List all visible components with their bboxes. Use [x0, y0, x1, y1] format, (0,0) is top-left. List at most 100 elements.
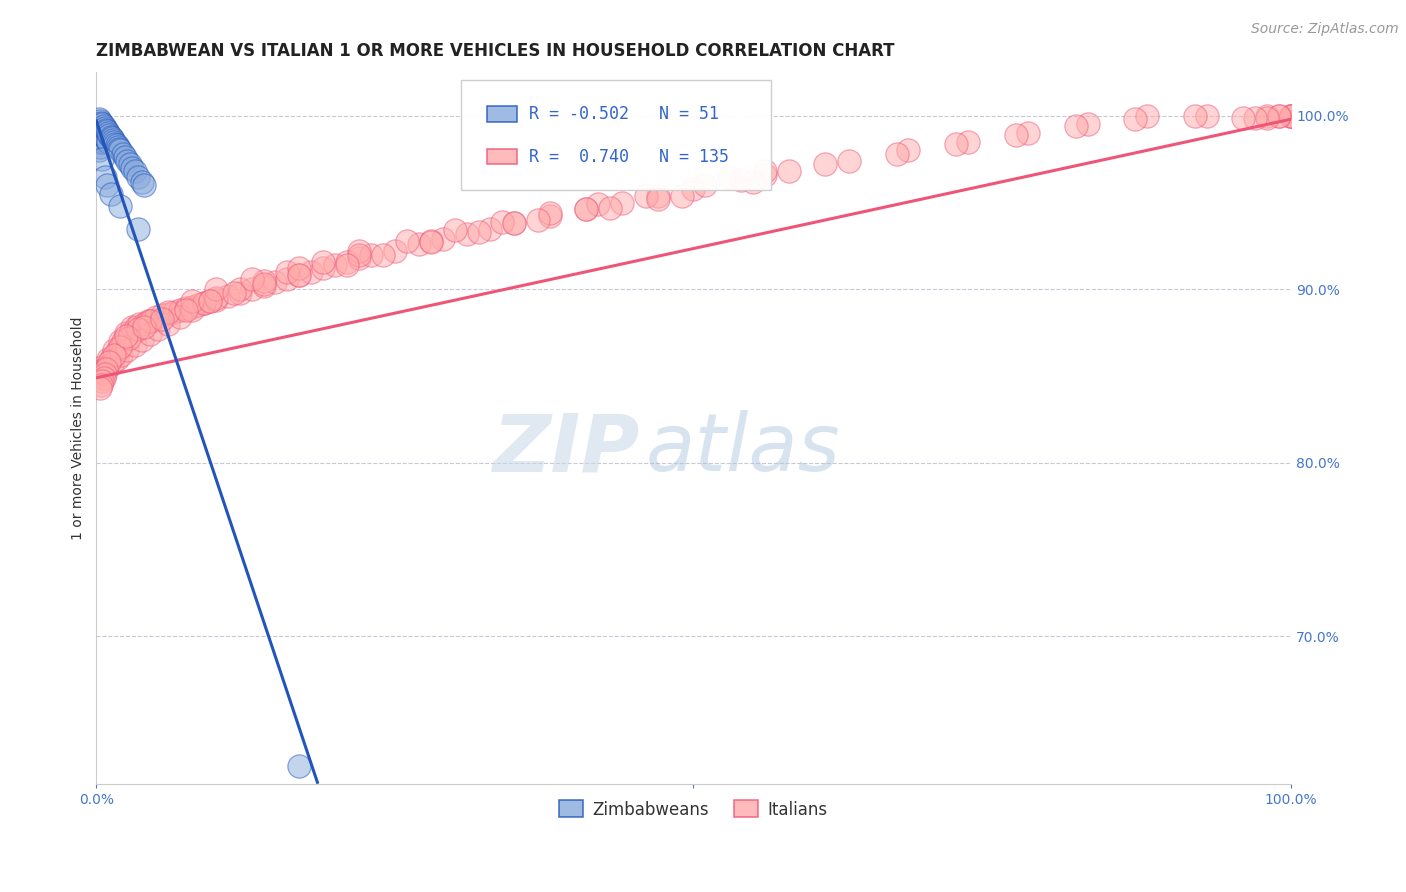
Point — [121, 320, 143, 334]
Point — [108, 142, 131, 156]
Point — [180, 303, 202, 318]
Point — [1005, 128, 1028, 142]
Point — [312, 261, 335, 276]
Point — [125, 320, 148, 334]
Point — [89, 122, 111, 136]
Point — [1267, 109, 1289, 123]
Point — [408, 237, 430, 252]
Point — [89, 114, 111, 128]
Point — [94, 360, 117, 375]
Point — [127, 221, 149, 235]
Point — [193, 296, 215, 310]
Point — [360, 247, 382, 261]
Point — [117, 343, 139, 357]
Point — [252, 274, 274, 288]
Point — [98, 355, 121, 369]
Point — [115, 326, 138, 340]
Point — [538, 210, 561, 224]
Point — [671, 188, 693, 202]
Point — [1136, 109, 1159, 123]
Point — [90, 377, 112, 392]
Point — [1077, 118, 1099, 132]
Point — [163, 305, 186, 319]
Point — [115, 329, 138, 343]
Point — [134, 320, 156, 334]
FancyBboxPatch shape — [486, 149, 517, 164]
Point — [1232, 111, 1254, 125]
Point — [491, 214, 513, 228]
Point — [1279, 109, 1302, 123]
Point — [100, 186, 122, 201]
Point — [957, 135, 980, 149]
Point — [347, 247, 370, 261]
Point — [228, 285, 250, 300]
Point — [336, 258, 359, 272]
Point — [148, 322, 170, 336]
Point — [180, 300, 202, 314]
Point — [96, 133, 118, 147]
Point — [886, 147, 908, 161]
Point — [395, 234, 418, 248]
Point — [467, 225, 489, 239]
Point — [503, 216, 526, 230]
Point — [94, 122, 117, 136]
Point — [110, 348, 132, 362]
Point — [97, 135, 120, 149]
Point — [204, 291, 226, 305]
Point — [87, 144, 110, 158]
Point — [1243, 111, 1265, 125]
Point — [240, 272, 263, 286]
Point — [127, 322, 149, 336]
Point — [323, 258, 346, 272]
Point — [145, 310, 167, 324]
Text: ZIMBABWEAN VS ITALIAN 1 OR MORE VEHICLES IN HOUSEHOLD CORRELATION CHART: ZIMBABWEAN VS ITALIAN 1 OR MORE VEHICLES… — [97, 42, 894, 60]
Point — [90, 124, 112, 138]
Point — [252, 278, 274, 293]
Point — [634, 188, 657, 202]
Point — [174, 301, 197, 316]
Point — [1195, 109, 1218, 123]
Point — [94, 131, 117, 145]
Point — [647, 188, 669, 202]
Point — [156, 307, 179, 321]
Point — [730, 173, 752, 187]
Point — [150, 308, 173, 322]
Point — [100, 129, 122, 144]
Point — [107, 140, 129, 154]
Point — [682, 182, 704, 196]
Point — [198, 294, 221, 309]
Point — [527, 213, 550, 227]
Point — [89, 131, 111, 145]
Point — [1184, 109, 1206, 123]
Point — [647, 192, 669, 206]
Point — [131, 333, 153, 347]
Point — [778, 164, 800, 178]
Legend: Zimbabweans, Italians: Zimbabweans, Italians — [553, 794, 834, 825]
Point — [754, 168, 776, 182]
Point — [91, 118, 114, 132]
Point — [96, 360, 118, 375]
Point — [575, 202, 598, 217]
Point — [1267, 109, 1289, 123]
Point — [131, 175, 153, 189]
Point — [96, 124, 118, 138]
Point — [111, 147, 134, 161]
Point — [945, 136, 967, 151]
Point — [117, 331, 139, 345]
Point — [432, 232, 454, 246]
Point — [288, 268, 311, 283]
Point — [91, 360, 114, 375]
Point — [107, 343, 129, 357]
Point — [336, 254, 359, 268]
Point — [117, 153, 139, 168]
Point — [838, 153, 860, 168]
Point — [90, 116, 112, 130]
Point — [111, 334, 134, 349]
Point — [127, 169, 149, 184]
Point — [101, 133, 124, 147]
Point — [97, 126, 120, 140]
Point — [124, 338, 146, 352]
Point — [503, 216, 526, 230]
Point — [118, 326, 141, 340]
Point — [599, 201, 621, 215]
